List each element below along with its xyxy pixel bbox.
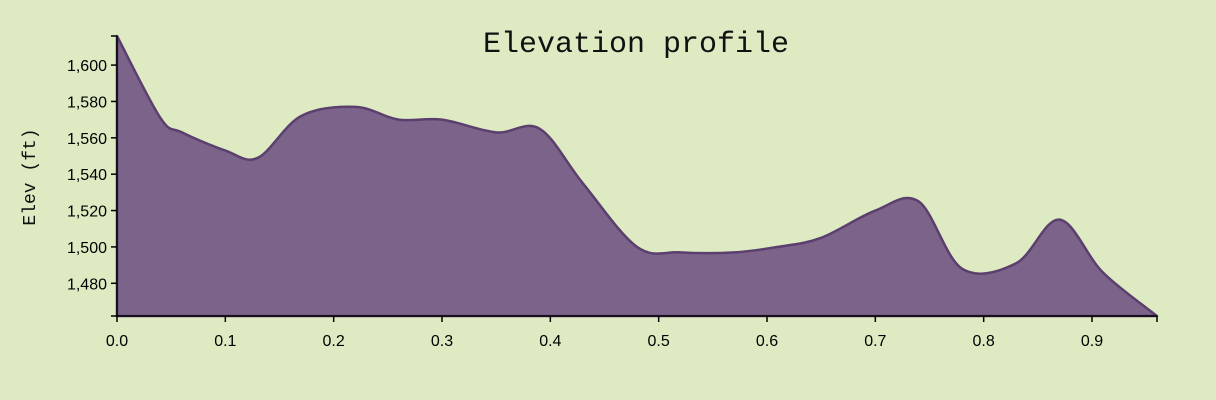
x-tick-label: 0.6 <box>756 333 778 350</box>
chart-title: Elevation profile <box>483 28 789 62</box>
y-axis-label: Elev (ft) <box>21 128 41 225</box>
x-tick-label: 0.5 <box>648 333 670 350</box>
x-tick-label: 0.9 <box>1081 333 1103 350</box>
y-tick-label: 1,540 <box>67 167 107 184</box>
x-tick-label: 0.3 <box>431 333 453 350</box>
y-tick-label: 1,520 <box>67 204 107 221</box>
x-tick-label: 0.0 <box>106 333 128 350</box>
elevation-area <box>115 34 1159 318</box>
plot-area <box>115 34 1159 318</box>
y-tick-label: 1,480 <box>67 276 107 293</box>
x-tick-label: 0.8 <box>973 333 995 350</box>
x-tick-label: 0.2 <box>323 333 345 350</box>
y-tick-label: 1,580 <box>67 94 107 111</box>
y-tick-label: 1,600 <box>67 58 107 75</box>
x-tick-label: 0.1 <box>214 333 236 350</box>
y-tick-label: 1,560 <box>67 131 107 148</box>
axes: 1,480 1,500 1,520 1,540 1,560 1,580 1,600 0.0 0.… <box>67 35 1158 350</box>
x-tick-label: 0.4 <box>539 333 561 350</box>
x-tick-label: 0.7 <box>864 333 886 350</box>
y-tick-label: 1,500 <box>67 240 107 257</box>
